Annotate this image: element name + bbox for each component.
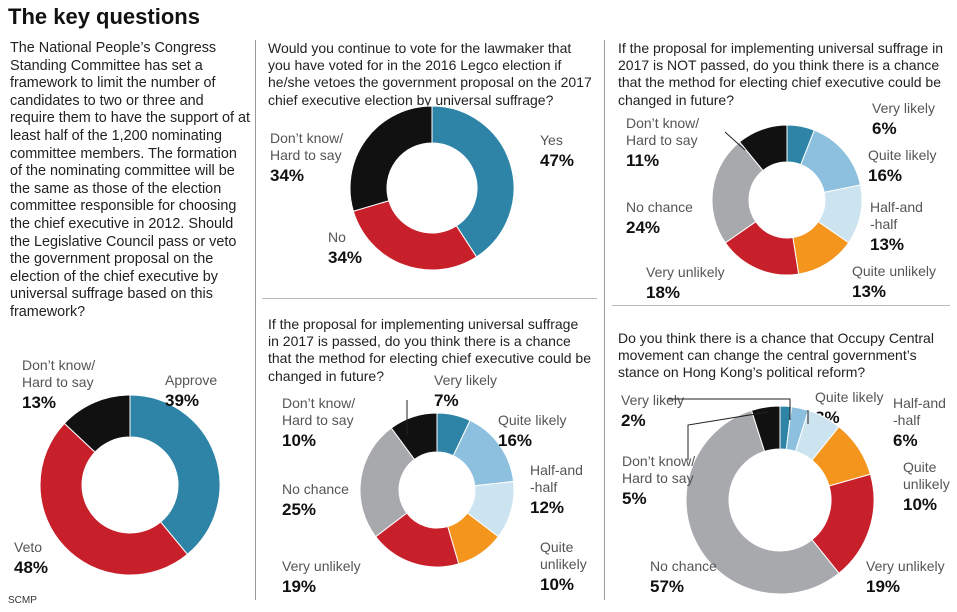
leader-very-likely [668, 398, 791, 420]
page-title: The key questions [8, 4, 200, 29]
slice-label: Quite unlikely [852, 263, 936, 279]
slice-value: 19% [866, 577, 900, 596]
donut-slice [349, 105, 433, 212]
slice-value: 10% [903, 495, 937, 514]
slice-label: Half-and -half [893, 395, 946, 428]
slice-value: 10% [282, 431, 316, 450]
slice-label: Quite unlikely [540, 539, 587, 572]
slice-label: Approve [165, 372, 217, 388]
slice-value: 24% [626, 218, 660, 237]
question-5-text: Do you think there is a chance that Occu… [618, 330, 934, 381]
donut-slice [738, 124, 788, 172]
slice-label: Quite likely [498, 412, 566, 428]
slice-label: No chance [626, 199, 693, 215]
donut-slice [63, 394, 131, 453]
donut-slice [750, 405, 781, 453]
slice-value: 13% [22, 393, 56, 412]
slice-label: Don’t know/Hard to say [622, 453, 695, 486]
slice-value: 48% [14, 558, 48, 577]
slice-label: Very unlikely [646, 264, 725, 280]
donut-chart-2: Yes 47% No 34% Don’t know/Hard to say 34% [270, 105, 574, 271]
slice-label: No [328, 229, 346, 245]
slice-value: 7% [434, 391, 459, 410]
slice-value: 10% [540, 575, 574, 594]
column-divider-left [255, 40, 256, 600]
slice-label: Very likely [621, 392, 684, 408]
slice-value: 39% [165, 391, 199, 410]
donut-slice [129, 394, 221, 556]
question-2-text: Would you continue to vote for the lawma… [268, 40, 592, 108]
slice-label: Very unlikely [866, 558, 945, 574]
slice-value: 57% [650, 577, 684, 596]
question-3-text: If the proposal for implementing univers… [268, 316, 591, 384]
donut-slice [390, 412, 438, 461]
slice-label: Quite unlikely [903, 459, 950, 492]
slice-value: 16% [498, 431, 532, 450]
slice-label: Quite likely [868, 147, 936, 163]
slice-label: Quite likely [815, 389, 883, 405]
donut-chart-4: Very likely 6% Quite likely 16% Half-and -hal… [626, 100, 936, 302]
column-divider-right [604, 40, 605, 600]
slice-value: 25% [282, 500, 316, 519]
slice-label: Half-and -half [870, 199, 923, 232]
slice-label: No chance [650, 558, 717, 574]
slice-label: Don’t know/Hard to say [22, 357, 95, 390]
slice-value: 34% [328, 248, 362, 267]
slice-label: Don’t know/Hard to say [270, 130, 343, 163]
slice-value: 6% [872, 119, 897, 138]
credit-label: SCMP [8, 595, 37, 606]
question-1-text: The National People’s Congress Standing … [10, 40, 250, 320]
slice-label: Very unlikely [282, 558, 361, 574]
slice-value: 5% [622, 489, 647, 508]
slice-value: 12% [530, 498, 564, 517]
donut-slice [359, 427, 416, 538]
donut-slice [431, 105, 515, 258]
slice-label: No chance [282, 481, 349, 497]
donut-slice [352, 200, 478, 271]
slice-value: 16% [868, 166, 902, 185]
slice-label: Yes [540, 132, 563, 148]
slice-value: 13% [870, 235, 904, 254]
donut-chart-1: Approve 39% Veto 48% Don’t know/Hard to say 1… [14, 357, 221, 577]
slice-value: 11% [626, 151, 659, 170]
question-4-text: If the proposal for implementing univers… [618, 40, 944, 108]
slice-label: Very likely [434, 372, 497, 388]
slice-value: 47% [540, 151, 574, 170]
slice-label: Very likely [872, 100, 935, 116]
slice-value: 13% [852, 282, 886, 301]
donut-slice [39, 422, 189, 576]
row-divider-middle [262, 298, 597, 299]
slice-value: 2% [621, 411, 646, 430]
slice-label: Don’t know/Hard to say [282, 395, 355, 428]
row-divider-right [612, 305, 950, 306]
donut-chart-3: Very likely 7% Quite likely 16% Half-and -hal… [282, 372, 587, 596]
slice-value: 6% [893, 431, 918, 450]
slice-label: Half-and -half [530, 462, 583, 495]
slice-value: 18% [646, 283, 680, 302]
leader-dont-know-q4 [724, 131, 746, 151]
slice-value: 19% [282, 577, 316, 596]
leader-dont-know [687, 411, 769, 460]
slice-value: 34% [270, 166, 304, 185]
slice-label: Don’t know/Hard to say [626, 115, 699, 148]
slice-label: Veto [14, 539, 42, 555]
donut-slice [685, 409, 840, 595]
